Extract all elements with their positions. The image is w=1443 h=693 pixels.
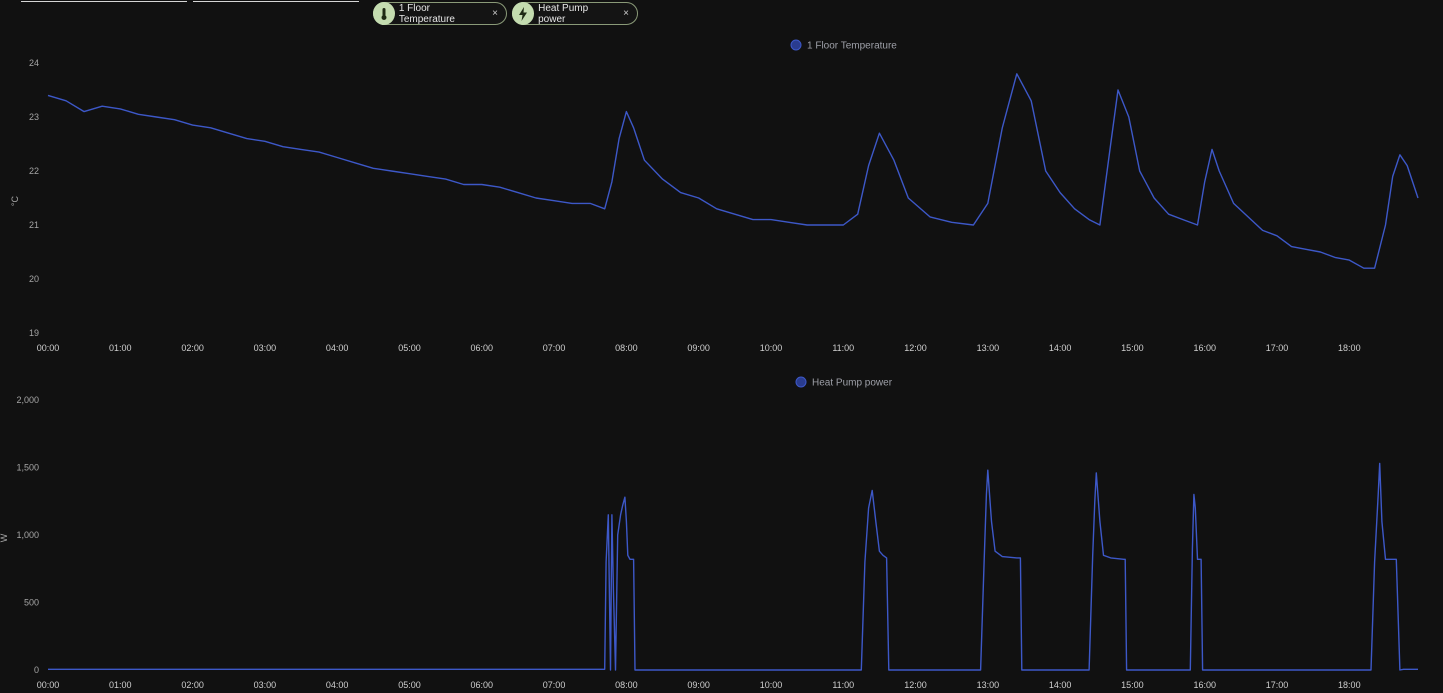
x-tick-label: 18:00 [1338,343,1361,353]
temperature-chart[interactable]: 1 Floor Temperature 19 20 21 22 23 24 °C 00:00 01… [0,35,1443,360]
y-tick-label: 19 [29,328,39,338]
x-tick-label: 02:00 [181,680,204,690]
start-date-input[interactable] [21,0,187,2]
y-tick-label: 2,000 [16,395,39,405]
y-tick-label: 22 [29,166,39,176]
x-tick-label: 05:00 [398,680,421,690]
y-axis-unit: °C [10,195,20,206]
x-tick-label: 06:00 [471,343,494,353]
legend-marker[interactable] [795,376,807,388]
x-tick-label: 17:00 [1266,343,1289,353]
y-tick-label: 23 [29,112,39,122]
x-tick-label: 15:00 [1121,680,1144,690]
x-tick-label: 16:00 [1193,680,1216,690]
x-tick-label: 12:00 [904,680,927,690]
series-line[interactable] [48,462,1418,671]
x-tick-label: 14:00 [1049,343,1072,353]
legend-label[interactable]: Heat Pump power [812,378,893,389]
y-axis-unit: W [0,533,9,542]
x-tick-label: 08:00 [615,343,638,353]
x-tick-label: 10:00 [760,343,783,353]
legend-marker[interactable] [790,39,802,51]
remove-chip-close-icon[interactable]: × [492,8,498,19]
y-tick-label: 1,500 [16,463,39,473]
remove-chip-close-icon[interactable]: × [623,8,629,19]
x-tick-label: 09:00 [687,343,710,353]
x-tick-label: 03:00 [254,680,277,690]
power-chart[interactable]: Heat Pump power 0 500 1,000 1,500 2,000 W 00:00… [0,372,1443,693]
x-tick-label: 14:00 [1049,680,1072,690]
x-tick-label: 07:00 [543,343,566,353]
x-tick-label: 09:00 [687,680,710,690]
chip-label: 1 Floor Temperature [398,2,455,25]
entity-chip-heat-pump-power[interactable]: Heat Pump power × [512,2,638,25]
x-tick-label: 15:00 [1121,343,1144,353]
x-tick-label: 04:00 [326,343,349,353]
y-tick-label: 21 [29,220,39,230]
y-tick-label: 0 [34,665,39,675]
x-tick-label: 16:00 [1193,343,1216,353]
x-tick-label: 18:00 [1338,680,1361,690]
x-tick-label: 01:00 [109,680,132,690]
x-tick-label: 13:00 [977,343,1000,353]
y-tick-label: 500 [24,598,39,608]
y-tick-label: 1,000 [16,530,39,540]
x-tick-label: 11:00 [832,343,854,353]
x-tick-label: 17:00 [1266,680,1289,690]
x-tick-label: 01:00 [109,343,132,353]
x-tick-label: 12:00 [904,343,927,353]
x-tick-label: 11:00 [832,680,854,690]
entity-chip-floor-temperature[interactable]: 1 Floor Temperature × [373,2,507,25]
x-tick-label: 00:00 [37,680,60,690]
series-line[interactable] [47,73,1419,269]
y-tick-label: 24 [29,58,39,68]
legend-label[interactable]: 1 Floor Temperature [807,41,897,52]
end-date-input[interactable] [193,0,359,2]
chip-label: Heat Pump power [538,2,589,25]
y-tick-label: 20 [29,274,39,284]
x-tick-label: 04:00 [326,680,349,690]
x-tick-label: 00:00 [37,343,60,353]
x-tick-label: 13:00 [977,680,1000,690]
thermometer-icon [373,2,395,25]
x-tick-label: 10:00 [760,680,783,690]
x-tick-label: 02:00 [181,343,204,353]
x-tick-label: 08:00 [615,680,638,690]
lightning-bolt-icon [512,2,535,25]
x-tick-label: 05:00 [398,343,421,353]
x-tick-label: 06:00 [471,680,494,690]
x-tick-label: 03:00 [254,343,277,353]
x-tick-label: 07:00 [543,680,566,690]
